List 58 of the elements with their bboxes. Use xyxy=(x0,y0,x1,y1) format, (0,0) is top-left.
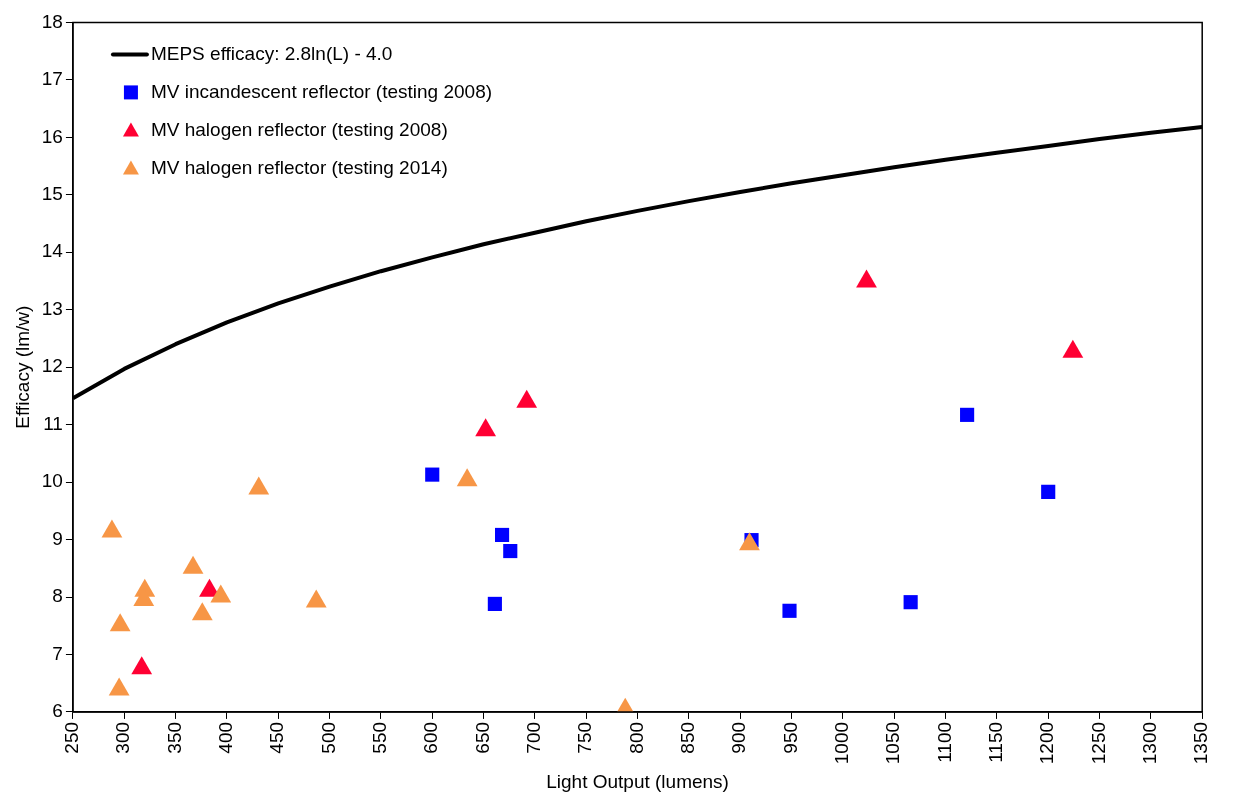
x-tick-label: 1100 xyxy=(933,721,955,763)
point xyxy=(248,476,270,495)
x-tick-label: 450 xyxy=(266,721,288,754)
y-tick-label: 6 xyxy=(52,700,63,722)
x-tick-label: 1050 xyxy=(882,721,904,765)
x-tick-label: 550 xyxy=(369,721,391,754)
y-tick-label: 17 xyxy=(41,68,63,90)
x-tick-label: 400 xyxy=(215,721,237,754)
legend-label: MEPS efficacy: 2.8ln(L) - 4.0 xyxy=(150,42,393,64)
point xyxy=(191,602,213,621)
point xyxy=(182,555,204,574)
point xyxy=(739,532,760,551)
point xyxy=(456,468,478,487)
x-tick-label: 750 xyxy=(574,721,596,754)
x-tick-label: 300 xyxy=(112,721,134,754)
x-tick-label: 250 xyxy=(61,721,83,754)
point xyxy=(101,519,123,538)
legend-label: MV halogen reflector (testing 2008) xyxy=(150,118,448,140)
y-tick-label: 15 xyxy=(41,183,63,205)
point xyxy=(1062,339,1084,358)
y-tick-label: 14 xyxy=(41,240,64,262)
y-tick-label: 11 xyxy=(43,412,63,434)
x-tick-label: 850 xyxy=(677,721,699,754)
x-tick-label: 1350 xyxy=(1190,721,1212,765)
y-tick-label: 8 xyxy=(52,585,63,607)
x-tick-label: 1250 xyxy=(1087,721,1109,765)
x-tick-label: 950 xyxy=(779,721,801,754)
point xyxy=(199,578,220,597)
y-tick-label: 16 xyxy=(41,125,63,147)
y-axis-title: Efficacy (lm/w) xyxy=(11,305,33,429)
x-tick-label: 1200 xyxy=(1036,721,1058,765)
x-tick-label: 1000 xyxy=(831,721,853,765)
x-tick-label: 1300 xyxy=(1139,721,1161,765)
point xyxy=(108,677,130,696)
x-axis-title: Light Output (lumens) xyxy=(546,770,729,792)
x-tick-label: 600 xyxy=(420,721,442,754)
point xyxy=(109,613,131,632)
x-tick-label: 1150 xyxy=(985,721,1007,763)
y-tick-label: 18 xyxy=(41,10,63,32)
x-tick-label: 650 xyxy=(471,721,493,754)
x-tick-label: 500 xyxy=(317,721,339,754)
point xyxy=(131,656,153,675)
point xyxy=(305,589,327,608)
y-tick-label: 12 xyxy=(41,355,63,377)
y-tick-label: 9 xyxy=(52,527,63,549)
point xyxy=(210,584,232,603)
x-tick-label: 350 xyxy=(163,721,185,754)
x-tick-label: 800 xyxy=(625,721,647,754)
y-tick-label: 7 xyxy=(52,642,63,664)
x-tick-label: 900 xyxy=(728,721,750,754)
legend-label: MV halogen reflector (testing 2014) xyxy=(150,156,448,178)
point xyxy=(516,389,538,408)
point xyxy=(475,418,497,437)
legend-label: MV incandescent reflector (testing 2008) xyxy=(150,80,493,102)
y-tick-label: 13 xyxy=(41,297,63,319)
x-tick-label: 700 xyxy=(523,721,545,754)
point xyxy=(856,269,877,288)
y-tick-label: 10 xyxy=(41,470,63,492)
